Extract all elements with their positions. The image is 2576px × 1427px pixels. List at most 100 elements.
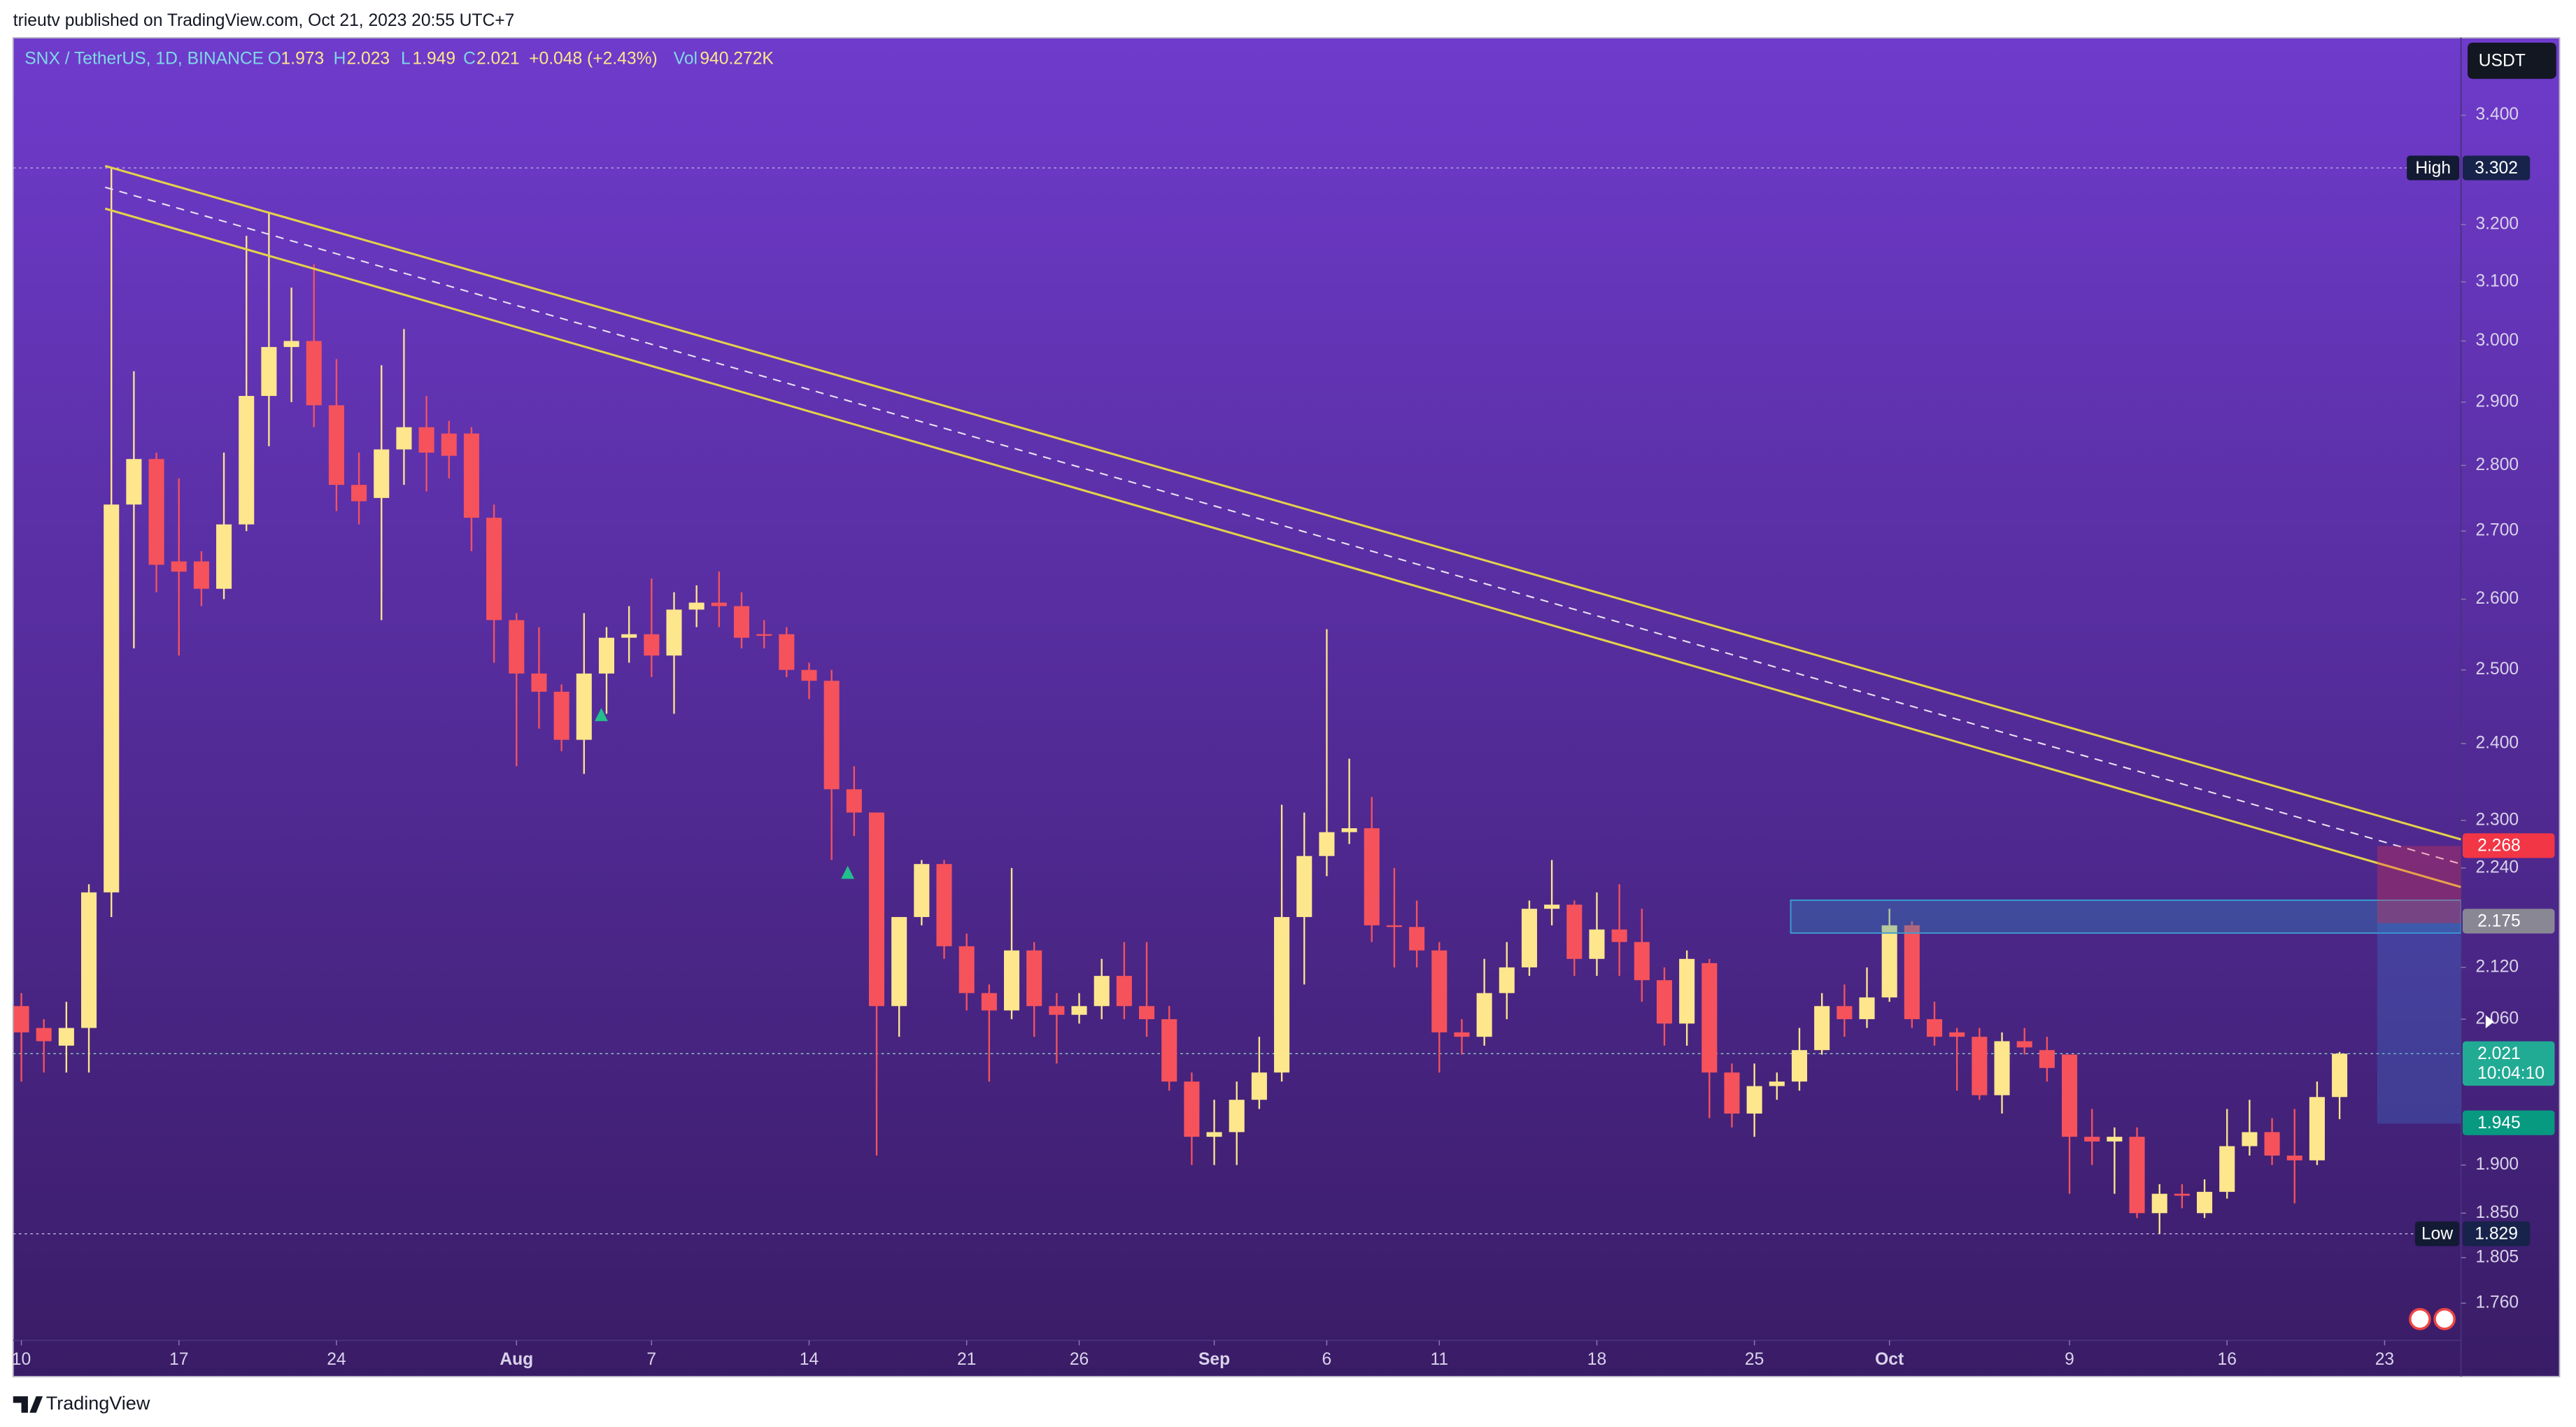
candle-body — [1859, 997, 1875, 1019]
candle-body — [711, 602, 727, 606]
candle-body — [1251, 1072, 1267, 1100]
y-tick-label: 3.200 — [2475, 215, 2519, 234]
candle-body — [81, 892, 97, 1028]
candle-body — [216, 524, 232, 589]
x-tick-label: 10 — [12, 1350, 31, 1369]
candle-body — [531, 673, 547, 692]
y-tick-label: 2.060 — [2475, 1009, 2519, 1028]
candle-body — [981, 993, 997, 1011]
y-tick-label: 2.300 — [2475, 810, 2519, 829]
candle-body — [666, 609, 682, 656]
ohlc-letter: O — [268, 49, 281, 68]
candle-body — [351, 485, 367, 502]
candle-body — [1634, 942, 1650, 981]
flags — [2409, 1307, 2456, 1330]
candle-body — [2039, 1050, 2055, 1068]
candle-body — [1071, 1006, 1087, 1015]
y-tick-label: 2.120 — [2475, 957, 2519, 976]
x-tick-label: 25 — [1745, 1350, 1764, 1369]
candle-body — [1589, 929, 1605, 959]
candle-body — [509, 620, 525, 674]
candle-body — [1026, 950, 1042, 1007]
candle-body — [801, 669, 817, 681]
extreme-tag: Low — [2421, 1224, 2453, 1243]
extreme-value-box — [2462, 1221, 2531, 1247]
candle-body — [846, 789, 862, 813]
candle-body — [1049, 1006, 1065, 1015]
candle-body — [193, 561, 209, 589]
level-box — [2462, 1110, 2555, 1135]
candle-body — [576, 673, 592, 740]
candle-body — [2286, 1155, 2302, 1160]
high-value: 2.023 — [346, 49, 390, 68]
zone-box — [1790, 899, 2461, 934]
change: +0.048 (+2.43%) — [529, 49, 658, 68]
candle-body — [374, 449, 390, 498]
countdown: 10:04:10 — [2477, 1064, 2545, 1083]
candle-body — [396, 427, 412, 450]
candle-body — [1769, 1081, 1785, 1086]
channel-lower — [104, 207, 2461, 888]
candle-body — [1837, 1006, 1853, 1019]
candle-body — [1431, 950, 1448, 1032]
candle-body — [1949, 1032, 1965, 1037]
candle-body — [644, 634, 660, 656]
signal-arrow — [841, 865, 855, 879]
publisher-line: trieutv published on TradingView.com, Oc… — [13, 11, 515, 30]
y-tick-label: 1.760 — [2475, 1293, 2519, 1312]
x-tick-label: 21 — [957, 1350, 976, 1369]
candle-body — [553, 691, 569, 740]
y-tick-label: 2.800 — [2475, 455, 2519, 474]
currency-label[interactable]: USDT — [2479, 52, 2526, 71]
candle-body — [1229, 1100, 1245, 1133]
candle-body — [283, 341, 299, 348]
last-price-label: 2.021 — [2477, 1044, 2521, 1063]
candles — [13, 168, 2348, 1234]
extreme-tag-box — [2414, 1221, 2460, 1247]
currency-button[interactable]: USDT — [2468, 43, 2556, 79]
candle-body — [1116, 976, 1132, 1007]
x-tick-label: 11 — [1430, 1350, 1448, 1369]
ohlc-letter: H — [334, 49, 346, 68]
candle-body — [328, 405, 344, 485]
candle-body — [171, 561, 187, 572]
candle-body — [2264, 1132, 2280, 1156]
last-price-box — [2462, 1041, 2555, 1086]
candle-body — [1319, 832, 1335, 856]
close-value: 2.021 — [476, 49, 520, 68]
candle-body — [1791, 1050, 1808, 1082]
extreme-tag-box — [2407, 155, 2460, 180]
y-tick-label: 3.100 — [2475, 271, 2519, 290]
y-tick-label: 2.600 — [2475, 589, 2519, 608]
candle-body — [148, 459, 164, 565]
candle-body — [2016, 1041, 2032, 1048]
position-target — [2377, 923, 2461, 1124]
candle-body — [1409, 927, 1425, 951]
x-tick-label: 17 — [169, 1350, 188, 1369]
candle-body — [1184, 1081, 1200, 1137]
candle-body — [1746, 1086, 1762, 1114]
x-tick-label: 26 — [1070, 1350, 1089, 1369]
candle-body — [1611, 929, 1627, 942]
channel-middle — [104, 186, 2461, 865]
candle-body — [1881, 925, 1897, 998]
candle-body — [58, 1028, 74, 1046]
y-tick-label: 1.900 — [2475, 1155, 2519, 1174]
candle-body — [958, 946, 975, 993]
volume-value: 940.272K — [700, 49, 774, 68]
candle-body — [1566, 904, 1583, 959]
currency-box[interactable] — [2468, 43, 2556, 79]
candle-body — [1904, 925, 1920, 1019]
candle-body — [418, 427, 434, 453]
position-risk — [2377, 846, 2461, 923]
candle-body — [598, 637, 614, 674]
candle-body — [1274, 916, 1290, 1073]
candle-body — [1972, 1037, 1988, 1095]
candle-body — [104, 504, 120, 893]
candle-body — [2332, 1053, 2348, 1098]
axes: 3.400 3.200 3.100 3.000 2.900 2.800 2.700 2.600… — [12, 105, 2555, 1369]
candle-body — [1454, 1032, 1470, 1037]
tradingview-logo: TradingView — [13, 1393, 150, 1414]
x-tick-label: 23 — [2375, 1350, 2394, 1369]
